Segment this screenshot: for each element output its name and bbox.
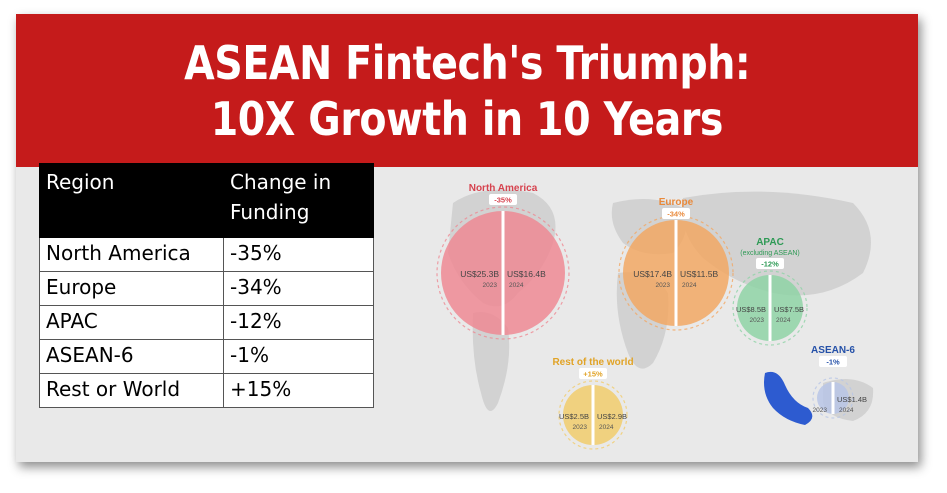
asean-landmass	[764, 371, 813, 425]
region-cell: Rest or World	[39, 373, 224, 408]
region-cell: APAC	[39, 305, 224, 340]
apac-year-2023: 2023	[750, 317, 765, 324]
asean-6-halo	[812, 377, 854, 419]
europe-value-2023: US$17.4B	[633, 269, 672, 279]
region-cell: North America	[39, 237, 224, 272]
asean-6-year-2024: 2024	[839, 407, 854, 414]
europe-year-2023: 2023	[656, 282, 671, 289]
apac-change: -12%	[761, 260, 779, 269]
north-america-halo	[436, 206, 570, 340]
asean-6-year-2023: 2023	[813, 407, 828, 414]
table-header-row: Region Change in Funding	[39, 163, 374, 238]
europe-title: Europe	[659, 197, 694, 208]
change-cell: +15%	[223, 373, 374, 408]
table-row: Rest or World +15%	[39, 373, 374, 408]
title-line-2: 10X Growth in 10 Years	[210, 91, 724, 146]
title-banner: ASEAN Fintech's Triumph: 10X Growth in 1…	[16, 14, 918, 167]
north-america-value-2023: US$25.3B	[460, 269, 499, 279]
apac-subtitle: (excluding ASEAN)	[740, 250, 800, 257]
world-funding-map: North America -35% US$25.3B US$16.4B 2023 202…	[436, 183, 874, 450]
rest-of-the-world-change-badge	[579, 368, 607, 379]
rest-of-the-world-value-2024: US$2.9B	[597, 412, 627, 421]
asean-6-value-2024: US$1.4B	[837, 395, 867, 404]
north-america-change-badge	[489, 194, 517, 205]
title-line-1: ASEAN Fintech's Triumph:	[183, 35, 751, 90]
europe-change-badge	[662, 208, 690, 219]
funding-change-table: Region Change in Funding North America -…	[39, 163, 374, 408]
header-region: Region	[39, 163, 224, 238]
header-change: Change in Funding	[223, 163, 374, 238]
table-row: North America -35%	[39, 237, 374, 272]
europe-year-2024: 2024	[682, 282, 697, 289]
change-cell: -34%	[223, 271, 374, 306]
rest-of-the-world-change: +15%	[583, 370, 603, 379]
rest-of-the-world-year-2023: 2023	[573, 424, 588, 431]
change-cell: -1%	[223, 339, 374, 374]
change-cell: -12%	[223, 305, 374, 340]
region-cell: Europe	[39, 271, 224, 306]
table-row: ASEAN-6 -1%	[39, 339, 374, 374]
rest-of-the-world-halo	[558, 380, 628, 450]
north-america-title: North America	[469, 183, 538, 194]
rest-of-the-world-year-2024: 2024	[599, 424, 614, 431]
apac-change-badge	[756, 258, 784, 269]
region-bubbles: North America -35% US$25.3B US$16.4B 2023 202…	[436, 183, 867, 450]
europe-change: -34%	[667, 210, 685, 219]
table-row: APAC -12%	[39, 305, 374, 340]
asean-6-change-badge	[819, 356, 847, 367]
apac-title: APAC	[756, 237, 784, 248]
table-row: Europe -34%	[39, 271, 374, 306]
apac-value-2024: US$7.5B	[774, 305, 804, 314]
north-america-value-2024: US$16.4B	[507, 269, 546, 279]
asean-6-title: ASEAN-6	[811, 345, 855, 356]
change-cell: -35%	[223, 237, 374, 272]
region-cell: ASEAN-6	[39, 339, 224, 374]
north-america-change: -35%	[494, 196, 512, 205]
europe-value-2024: US$11.5B	[680, 269, 718, 279]
rest-of-the-world-title: Rest of the world	[552, 357, 633, 368]
north-america-year-2024: 2024	[509, 282, 524, 289]
north-america-year-2023: 2023	[483, 282, 498, 289]
europe-halo	[618, 215, 734, 331]
apac-year-2024: 2024	[776, 317, 791, 324]
apac-value-2023: US$8.5B	[736, 305, 766, 314]
apac-halo	[732, 270, 808, 346]
rest-of-the-world-value-2023: US$2.5B	[559, 412, 589, 421]
asean-6-change: -1%	[826, 358, 840, 367]
